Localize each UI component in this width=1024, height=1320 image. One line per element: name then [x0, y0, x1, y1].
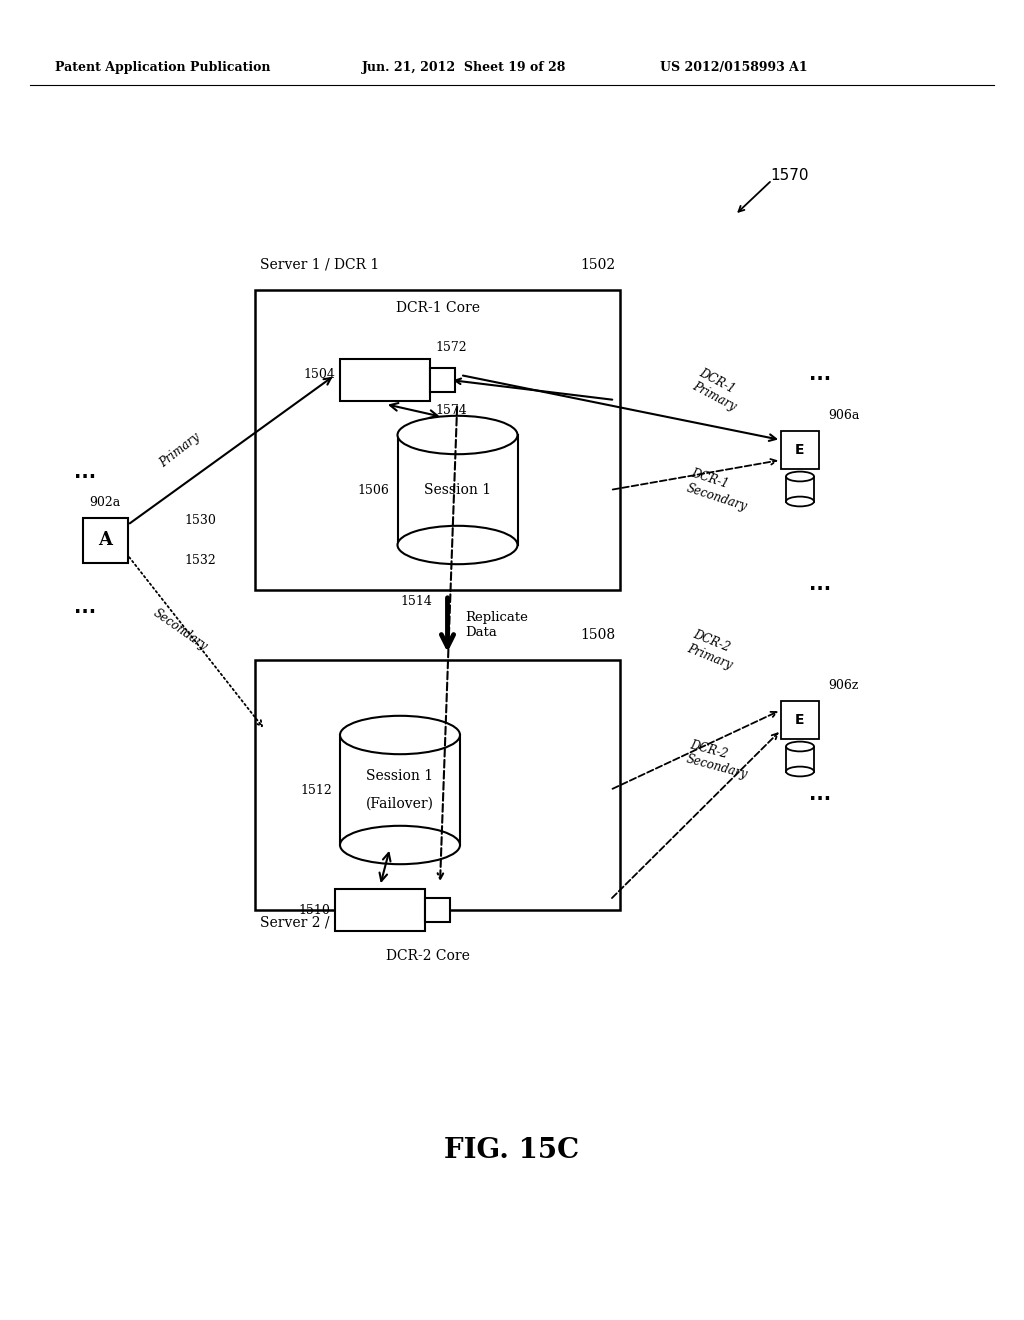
Ellipse shape [340, 826, 460, 865]
Text: 1504: 1504 [303, 367, 335, 380]
Text: ...: ... [809, 785, 831, 804]
Ellipse shape [397, 416, 517, 454]
Text: 1510: 1510 [298, 903, 330, 916]
Ellipse shape [786, 742, 814, 751]
Text: Primary: Primary [158, 430, 203, 470]
Text: 1532: 1532 [184, 553, 216, 566]
Text: DCR-1
Primary: DCR-1 Primary [690, 367, 745, 413]
Text: ...: ... [809, 366, 831, 384]
Bar [781, 432, 819, 469]
Text: (Failover): (Failover) [366, 797, 434, 810]
Ellipse shape [786, 767, 814, 776]
Text: Server 2 / DCR 2: Server 2 / DCR 2 [260, 915, 379, 929]
Bar [786, 747, 814, 771]
Text: Secondary: Secondary [151, 607, 210, 653]
Text: DCR-2 Core: DCR-2 Core [386, 949, 469, 964]
Text: Patent Application Publication: Patent Application Publication [55, 62, 270, 74]
Text: FIG. 15C: FIG. 15C [444, 1137, 580, 1163]
Text: 1512: 1512 [300, 784, 332, 796]
Bar [335, 888, 425, 931]
Text: 1574: 1574 [435, 404, 467, 417]
Ellipse shape [786, 471, 814, 482]
Text: 906z: 906z [828, 678, 858, 692]
Text: A: A [98, 531, 112, 549]
Text: 1572: 1572 [435, 341, 467, 354]
Text: E: E [796, 713, 805, 727]
Bar [340, 359, 430, 401]
Bar [83, 517, 128, 562]
Text: Server 1 / DCR 1: Server 1 / DCR 1 [260, 257, 379, 272]
Text: Session 1: Session 1 [367, 770, 433, 783]
Bar [340, 735, 460, 845]
Text: ...: ... [809, 576, 831, 594]
Text: 1530: 1530 [184, 513, 216, 527]
Bar [397, 436, 517, 545]
Text: DCR-2
Primary: DCR-2 Primary [685, 628, 739, 672]
Ellipse shape [397, 525, 517, 564]
Text: DCR-1 Core: DCR-1 Core [395, 301, 479, 315]
Text: Jun. 21, 2012  Sheet 19 of 28: Jun. 21, 2012 Sheet 19 of 28 [362, 62, 566, 74]
Text: 1514: 1514 [400, 595, 432, 609]
Text: 902a: 902a [89, 496, 121, 510]
Text: 906a: 906a [828, 409, 859, 422]
Text: Replicate
Data: Replicate Data [466, 611, 528, 639]
Text: DCR-2
Secondary: DCR-2 Secondary [685, 738, 754, 781]
Bar [430, 368, 456, 392]
Text: 1508: 1508 [580, 628, 615, 642]
Text: 1502: 1502 [580, 257, 615, 272]
Text: 1506: 1506 [357, 483, 389, 496]
Text: DCR-1
Secondary: DCR-1 Secondary [685, 467, 754, 513]
Bar [255, 290, 620, 590]
Text: E: E [796, 444, 805, 457]
Bar [781, 701, 819, 739]
Text: Session 1: Session 1 [424, 483, 492, 498]
Ellipse shape [786, 496, 814, 507]
Text: US 2012/0158993 A1: US 2012/0158993 A1 [660, 62, 808, 74]
Ellipse shape [340, 715, 460, 754]
Bar [255, 660, 620, 909]
Text: ...: ... [74, 463, 96, 482]
Text: 1570: 1570 [770, 168, 809, 182]
Text: ...: ... [74, 598, 96, 616]
Bar [786, 477, 814, 502]
Bar [425, 899, 451, 921]
